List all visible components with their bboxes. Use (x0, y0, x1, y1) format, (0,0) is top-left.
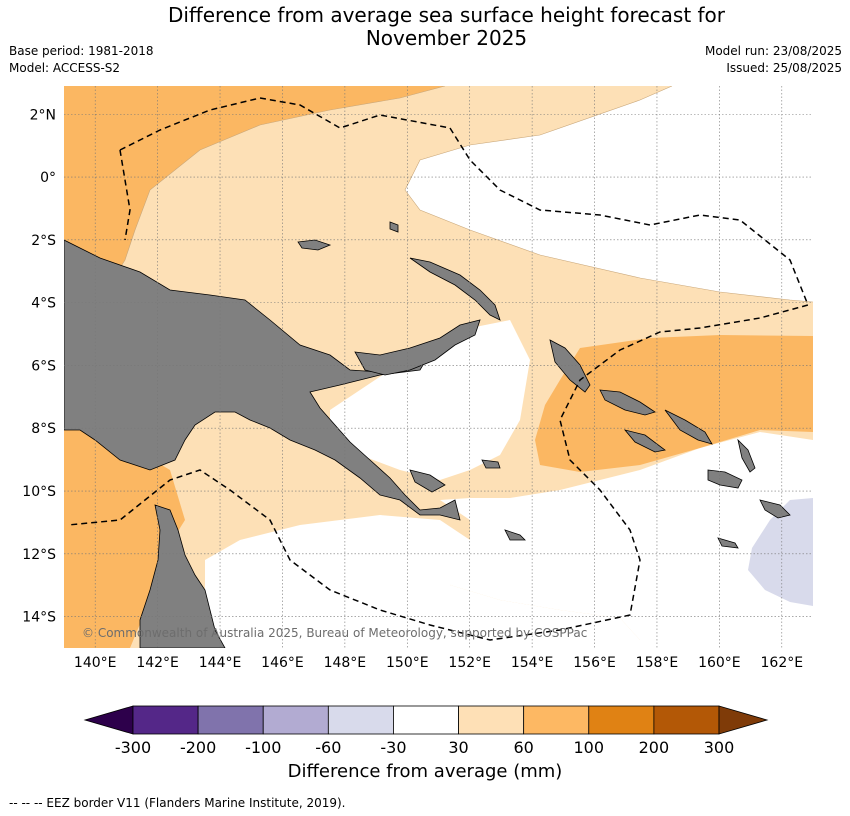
longitude-labels: 140°E 142°E 144°E 146°E 148°E 150°E 152°E 154°E… (74, 655, 803, 671)
colorbar-tick-label: -300 (115, 738, 151, 757)
colorbar-tick-label: -100 (245, 738, 281, 757)
title-line-1: Difference from average sea surface heig… (167, 3, 726, 27)
colorbar-bin (458, 705, 525, 735)
colorbar-bin (653, 705, 720, 735)
colorbar-tick-label: 30 (448, 738, 468, 757)
map-fields (64, 86, 813, 648)
colorbar-bin (393, 705, 459, 735)
longitude-label: 150°E (386, 655, 429, 671)
latitude-label: 0° (40, 170, 56, 186)
land-d-entrecasteaux (409, 469, 446, 493)
colorbar-extend-max (718, 705, 769, 735)
latitude-label: 4°S (31, 296, 56, 312)
land-manus (297, 239, 332, 251)
colorbar-bin (327, 705, 394, 735)
model-name: Model: ACCESS-S2 (9, 61, 121, 75)
longitude-label: 160°E (698, 655, 741, 671)
model-run: Model run: 23/08/2025 (704, 44, 842, 58)
land-rossel (504, 529, 526, 541)
longitude-label: 158°E (636, 655, 679, 671)
land-vanuatu-north (737, 438, 756, 473)
land-solomon-3 (623, 429, 666, 453)
colorbar-bin (523, 705, 590, 735)
copyright-notice: © Commonwealth of Australia 2025, Bureau… (82, 626, 587, 640)
meta-left: Base period: 1981-2018 Model: ACCESS-S2 (9, 43, 154, 77)
longitude-label: 146°E (261, 655, 304, 671)
land-cape-york (139, 504, 226, 648)
longitude-label: 152°E (448, 655, 491, 671)
colorbar-ticks: -300 -200 -100 -60 -30 30 60 100 200 300 (115, 738, 734, 757)
eez-footnote: -- -- -- EEZ border V11 (Flanders Marine… (9, 796, 346, 810)
land-woodlark (481, 459, 501, 469)
longitude-label: 156°E (573, 655, 616, 671)
colorbar-bin (197, 705, 264, 735)
longitude-label: 154°E (511, 655, 554, 671)
land-small-island-2 (389, 221, 399, 233)
colorbar-bin (132, 705, 199, 735)
latitude-label: 2°N (30, 107, 56, 123)
anomaly-region-60-100-north (64, 86, 445, 310)
longitude-label: 148°E (324, 655, 367, 671)
eez-border (67, 97, 810, 641)
longitude-label: 140°E (74, 655, 117, 671)
latitude-label: 8°S (31, 421, 56, 437)
colorbar-tick-label: -60 (315, 738, 341, 757)
title-line-2: November 2025 (365, 26, 528, 50)
anomaly-region-60-100-east (535, 335, 813, 472)
colorbar-bin (262, 705, 329, 735)
latitude-label: 10°S (22, 484, 56, 500)
latitude-labels: 2°N 0° 2°S 4°S 6°S 8°S 10°S 12°S 14°S (22, 107, 56, 625)
colorbar-tick-label: -200 (180, 738, 216, 757)
colorbar (83, 705, 769, 735)
base-period: Base period: 1981-2018 (9, 44, 154, 58)
colorbar-tick-label: 100 (574, 738, 605, 757)
land-louisiade (759, 499, 791, 519)
anomaly-region-neg30-neg60 (748, 498, 813, 606)
latitude-label: 14°S (22, 610, 56, 626)
land-solomon-1 (599, 389, 656, 416)
land-solomon-2 (664, 409, 713, 445)
colorbar-tick-label: 200 (639, 738, 670, 757)
meta-right: Model run: 23/08/2025 Issued: 25/08/2025 (705, 43, 842, 77)
gridlines (64, 86, 813, 648)
land-bougainville (549, 339, 591, 393)
latitude-label: 2°S (31, 233, 56, 249)
land-new-caledonia (707, 469, 743, 489)
latitude-label: 6°S (31, 358, 56, 374)
longitude-label: 144°E (199, 655, 242, 671)
map-title: Difference from average sea surface heig… (0, 4, 850, 50)
longitude-label: 162°E (761, 655, 804, 671)
land-new-ireland (409, 257, 501, 321)
colorbar-extend-min (83, 705, 134, 735)
land-small-island-1 (717, 537, 739, 549)
colorbar-tick-label: 300 (704, 738, 735, 757)
anomaly-region-60-100-west (64, 420, 185, 648)
colorbar-bin (588, 705, 655, 735)
neutral-region-south (205, 515, 640, 648)
colorbar-tick-label: -30 (380, 738, 406, 757)
longitude-label: 142°E (136, 655, 179, 671)
issued-date: Issued: 25/08/2025 (726, 61, 842, 75)
land-new-guinea (64, 239, 461, 521)
land-new-britain (354, 319, 481, 376)
neutral-region-inner (330, 320, 530, 480)
latitude-label: 12°S (22, 547, 56, 563)
colorbar-tick-label: 60 (513, 738, 533, 757)
colorbar-label: Difference from average (mm) (287, 761, 563, 782)
